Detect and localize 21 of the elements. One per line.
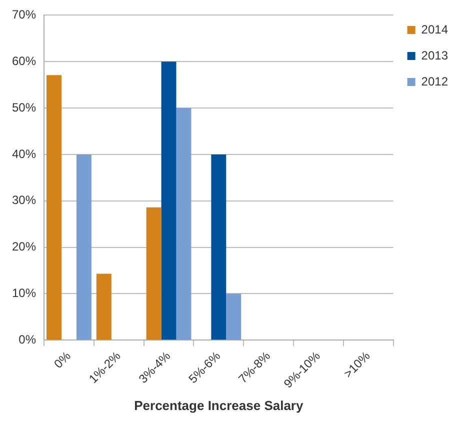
- bar: [176, 108, 192, 340]
- bar: [96, 274, 112, 340]
- x-axis-title: Percentage Increase Salary: [134, 398, 304, 413]
- y-tick-label: 40%: [12, 146, 36, 161]
- y-tick-label: 50%: [12, 100, 36, 114]
- y-tick-label: 70%: [12, 8, 36, 22]
- y-tick-label: 0%: [18, 332, 36, 346]
- legend-label: 2014: [421, 22, 448, 36]
- y-tick-label: 10%: [12, 286, 36, 300]
- legend-label: 2012: [421, 74, 448, 88]
- bar: [211, 154, 226, 340]
- y-tick-label: 20%: [12, 240, 36, 254]
- y-tick-label: 60%: [12, 54, 36, 68]
- bar: [161, 62, 176, 340]
- bar: [146, 207, 162, 340]
- x-tick-label: 0%: [51, 348, 74, 371]
- y-tick-label: 30%: [12, 193, 36, 208]
- bar: [76, 154, 92, 340]
- bar: [46, 75, 62, 340]
- bar: [226, 294, 242, 340]
- legend-label: 2013: [421, 48, 448, 62]
